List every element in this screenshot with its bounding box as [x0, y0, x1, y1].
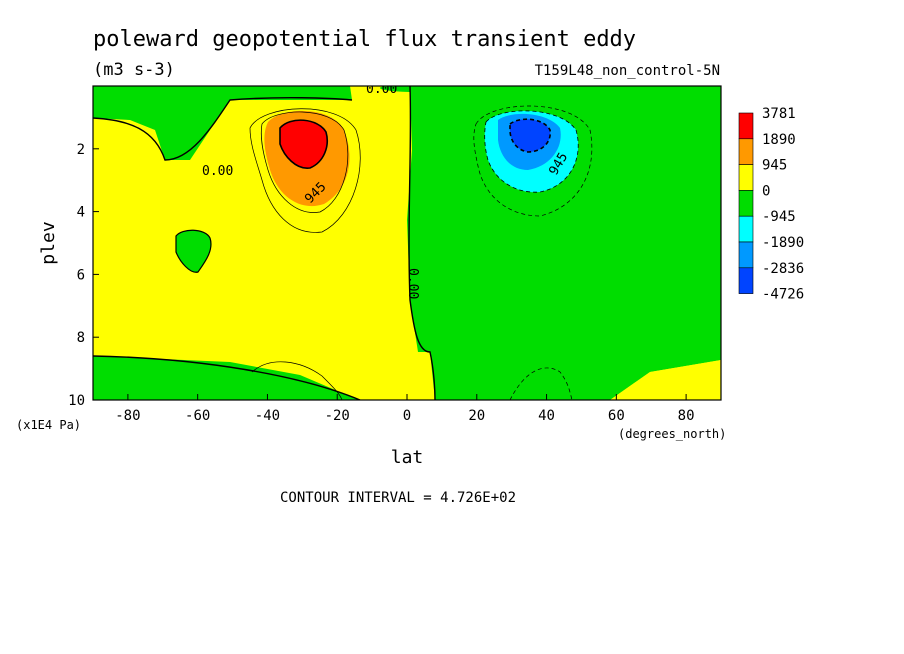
- negative-region-nh: [407, 86, 721, 400]
- legend-swatch: [738, 215, 754, 243]
- x-tick-label: 80: [678, 408, 695, 424]
- contour-negative-inner: [509, 118, 552, 153]
- x-tick-label: -60: [185, 408, 210, 424]
- x-tick-label: -20: [325, 408, 350, 424]
- x-tick-label: -40: [255, 408, 280, 424]
- legend-level-label: -2836: [762, 261, 804, 277]
- legend-level-label: 945: [762, 158, 787, 174]
- legend-swatch: [738, 241, 754, 269]
- legend-level-label: 0: [762, 183, 770, 199]
- legend-swatch: [738, 138, 754, 165]
- contour-negative-mid: [484, 110, 579, 193]
- legend-swatch: [738, 190, 754, 217]
- legend-swatch: [738, 112, 754, 140]
- contour-positive-outer: [249, 108, 361, 233]
- y-tick-label: 10: [68, 393, 85, 409]
- x-tick-label: 0: [403, 408, 411, 424]
- y-tick-label: 6: [77, 267, 85, 283]
- legend-level-label: -945: [762, 209, 796, 225]
- units-label: (m3 s-3): [93, 60, 175, 80]
- zero-contour: [408, 86, 436, 400]
- y-axis-label: plev: [38, 221, 59, 264]
- contour-label-4: 0.00: [405, 268, 420, 299]
- legend-level-label: 3781: [762, 106, 796, 122]
- x-tick-label: 20: [468, 408, 485, 424]
- legend-level-label: 1890: [762, 132, 796, 148]
- legend-swatch: [738, 164, 754, 191]
- legend-level-label: -4726: [762, 287, 804, 303]
- negative-sliver: [380, 86, 452, 92]
- legend-swatch: [738, 267, 754, 294]
- contour-interval: CONTOUR INTERVAL = 4.726E+02: [280, 490, 516, 506]
- contour-negative-outer: [473, 105, 593, 217]
- contour-positive-inner: [279, 119, 328, 169]
- x-tick-label: -80: [115, 408, 140, 424]
- run-label: T159L48_non_control-5N: [535, 63, 720, 79]
- x-axis: -80 -60 -40 -20 0 20 40 60 80: [115, 394, 695, 424]
- contour-negative-patch: [175, 229, 212, 273]
- y-tick-label: 2: [77, 142, 85, 158]
- contour-positive-mid: [260, 111, 349, 213]
- negative-region-lower-sh: [93, 356, 360, 400]
- legend-level-label: -1890: [762, 235, 804, 251]
- x-axis-label: lat: [391, 447, 424, 468]
- positive-center-red: [280, 120, 328, 169]
- chart-title: poleward geopotential flux transient edd…: [93, 27, 636, 52]
- contour-lines: [93, 86, 593, 400]
- contour-positive-lower: [251, 361, 343, 400]
- contour-label-2: 0.00: [202, 164, 233, 179]
- contour-negative-lower: [509, 367, 573, 400]
- x-tick-label: 60: [608, 408, 625, 424]
- y-tick-label: 4: [77, 205, 85, 221]
- negative-center-darkblue: [510, 119, 551, 152]
- y-unit-label: (x1E4 Pa): [16, 418, 81, 432]
- y-axis: 2 4 6 8 10: [68, 142, 99, 409]
- zero-contour-lower: [93, 355, 361, 400]
- plot-field: 0.00 0.00 945 0.00 945: [93, 82, 721, 400]
- positive-region-nh-lower: [610, 360, 721, 400]
- x-tick-label: 40: [538, 408, 555, 424]
- negative-patch: [176, 230, 211, 273]
- negative-region-upper-sh: [93, 86, 352, 160]
- x-unit-label: (degrees_north): [618, 427, 726, 441]
- zero-contour-upper: [93, 96, 353, 161]
- color-legend: 3781 1890 945 0 -945 -1890 -2836 -4726: [738, 106, 804, 303]
- y-tick-label: 8: [77, 330, 85, 346]
- contour-label-1: 0.00: [366, 82, 397, 97]
